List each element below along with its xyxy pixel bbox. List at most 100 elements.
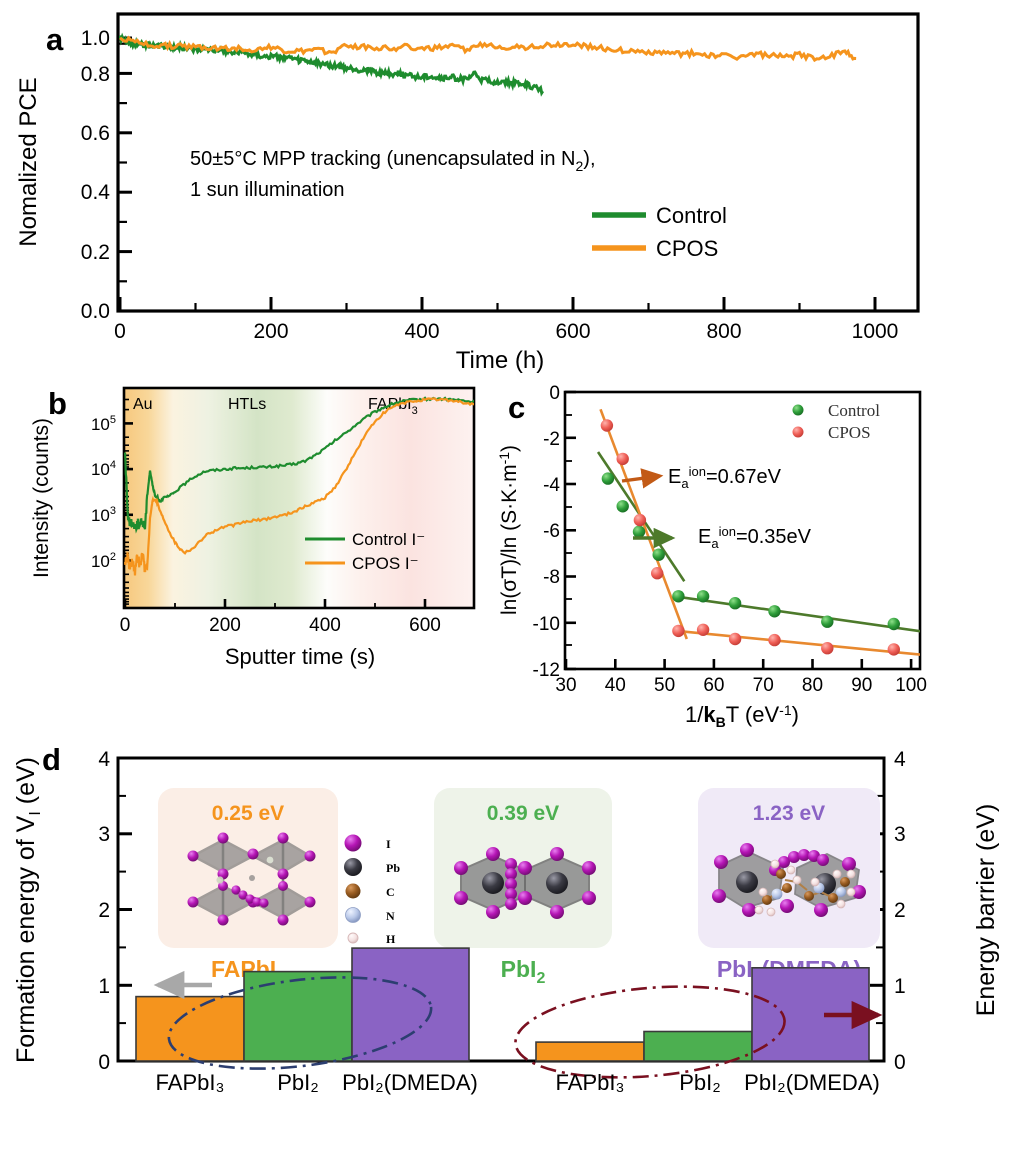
panel-c-xtick-1: 40: [605, 675, 626, 696]
panel-d-label: d: [42, 742, 61, 777]
panel-d-right-ytick-0: 0: [894, 1051, 906, 1074]
panel-a-xlabel: Time (h): [456, 347, 544, 374]
panel-c-data-point: [633, 513, 647, 527]
panel-c-annotation-0: Eaion=0.67eV: [621, 464, 782, 491]
panel-c-data-point: [696, 623, 710, 636]
panel-d-bar: [135, 995, 245, 1062]
panel-b-svg: b Au HTLs FAPbI3: [30, 386, 476, 669]
panel-d-left-ytick-2: 2: [98, 899, 110, 922]
panel-b-xtick-0: 0: [120, 615, 131, 636]
panel-b-ylabel: Intensity (counts): [30, 418, 53, 578]
panel-c-ytick-6: 0: [549, 383, 560, 404]
atom-icon-h: [347, 932, 359, 944]
atom-icon-i: [344, 834, 362, 852]
panel-d-bars: [135, 947, 870, 1062]
panel-c-data-point: [601, 472, 615, 485]
panel-a-annotation-line1: 50±5°C MPP tracking (unencapsulated in N…: [190, 148, 596, 174]
panel-b-line-cpos: [124, 397, 474, 576]
panel-a-annotation-line2: 1 sun illumination: [190, 179, 345, 201]
panel-b-legend-label-cpos: CPOS I⁻: [352, 554, 419, 573]
panel-d-ylabel-left: Formation energy of VI (eV): [12, 757, 44, 1063]
panel-c-label: c: [508, 390, 525, 425]
panel-a-legend: Control CPOS: [592, 203, 727, 261]
panel-b-ytick-1: 103: [91, 505, 116, 525]
panel-c-ytick-5: -2: [543, 429, 560, 450]
panel-a-legend-label-cpos: CPOS: [656, 236, 718, 261]
panel-c-ytick-1: -10: [533, 614, 560, 635]
atom-label-n: N: [386, 909, 395, 923]
panel-d-right-ytick-4: 4: [894, 748, 906, 771]
panel-a-plot-frame: [116, 12, 920, 313]
panel-a-ytick-1: 0.2: [81, 241, 110, 264]
panel-c-y-ticks: [565, 390, 576, 671]
panel-c-fit-line: [674, 595, 920, 633]
panel-c-data-point: [672, 624, 685, 638]
panel-a-ytick-4: 0.8: [81, 63, 110, 86]
panel-c-annotation-text-0: Eaion=0.67eV: [668, 464, 782, 491]
panel-a-series: [119, 32, 857, 97]
panel-c-data-point: [821, 642, 834, 655]
panel-d-right-ytick-2: 2: [894, 899, 906, 922]
panel-d-left-ytick-4: 4: [98, 748, 110, 771]
panel-c-legend-label-control: Control: [828, 401, 880, 420]
panel-c-xtick-2: 50: [654, 675, 675, 696]
panel-a-ylabel: Nomalized PCE: [15, 77, 42, 246]
panel-c-ytick-4: -4: [543, 475, 560, 496]
panel-d-inset-fapbi3: 0.25 eV: [158, 788, 338, 948]
panel-c-data-point: [632, 525, 646, 538]
panel-d-right-ytick-3: 3: [894, 823, 906, 846]
panel-b-region-label-htls: HTLs: [228, 396, 266, 413]
panel-a-xtick-1: 200: [253, 320, 288, 343]
panel-b-region-label-au: Au: [133, 396, 153, 413]
panel-c-legend-label-cpos: CPOS: [828, 423, 871, 442]
panel-c-ytick-0: -12: [533, 660, 560, 681]
panel-c-data-point: [768, 633, 781, 647]
panel-c-fit-line: [676, 629, 920, 656]
atom-icon-c: [345, 883, 361, 899]
panel-c-points: [600, 419, 900, 656]
panel-c-data-point: [600, 419, 614, 432]
panel-d-bar: [351, 947, 470, 1062]
panel-b-xtick-2: 400: [309, 615, 341, 636]
panel-c-xtick-4: 70: [753, 675, 774, 696]
inset-energy-0: 0.25 eV: [212, 802, 284, 825]
panel-b-label: b: [48, 386, 67, 421]
inset-energy-2: 1.23 eV: [753, 802, 825, 825]
panel-c-data-point: [616, 500, 629, 513]
panel-a-ytick-0: 0.0: [81, 300, 110, 323]
molecule-pbi2dmeda: [712, 843, 866, 917]
panel-c-data-point: [651, 567, 664, 580]
panel-d-inset-pbi2: 0.39 eV: [434, 788, 612, 948]
panel-b-series: [124, 396, 474, 576]
panel-c-annotation-1: Eaion=0.35eV: [633, 524, 812, 551]
panel-b-ytick-3: 105: [91, 414, 116, 434]
panel-d: d 0 1 2 3 4: [0, 732, 1030, 1152]
panel-d-atom-legend: I Pb C N H: [344, 834, 400, 946]
atom-label-c: C: [386, 885, 395, 899]
panel-d-left-y-ticks: [118, 756, 132, 1063]
panel-c-series: [596, 408, 920, 656]
panel-d-xtick-1: PbI₂: [277, 1070, 319, 1095]
panel-a-xtick-5: 1000: [852, 320, 899, 343]
panel-d-bar: [535, 1041, 645, 1062]
panel-c-xtick-0: 30: [555, 675, 576, 696]
panel-a-label: a: [46, 22, 64, 57]
panel-b-xtick-1: 200: [209, 615, 241, 636]
panel-a-xtick-4: 800: [706, 320, 741, 343]
panel-c-legend-dot-cpos: [792, 426, 804, 438]
panel-d-left-ytick-1: 1: [98, 975, 110, 998]
panel-a-svg: a 0.0 0.2 0.4 0.6 0.8 1.0: [15, 12, 920, 374]
panel-a-line-cpos: [119, 35, 857, 63]
panel-b-x-ticks: [123, 599, 427, 608]
panel-b-plot-frame: [122, 386, 476, 610]
panel-d-xtick-3: FAPbI₃: [556, 1070, 625, 1095]
panel-b-line-control: [124, 396, 474, 534]
panel-b-xtick-3: 600: [409, 615, 441, 636]
panel-d-left-ytick-3: 3: [98, 823, 110, 846]
panel-b-y-ticks: [124, 398, 133, 605]
panel-a-xtick-3: 600: [555, 320, 590, 343]
panel-a-xtick-0: 0: [114, 320, 126, 343]
panel-c-xtick-5: 80: [802, 675, 823, 696]
panel-b: b Au HTLs FAPbI3: [0, 378, 505, 728]
